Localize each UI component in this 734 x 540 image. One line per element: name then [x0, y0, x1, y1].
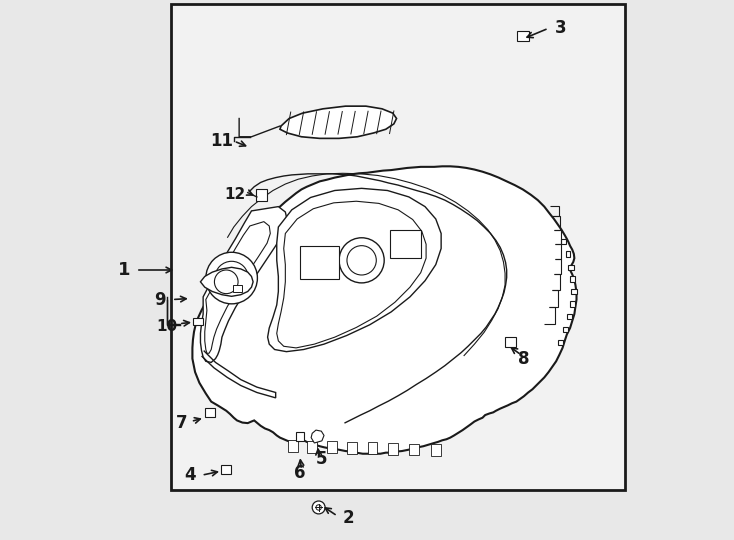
FancyBboxPatch shape [327, 441, 337, 453]
FancyBboxPatch shape [296, 432, 304, 441]
Text: 8: 8 [518, 349, 530, 368]
Polygon shape [562, 239, 566, 244]
FancyBboxPatch shape [194, 318, 203, 325]
Text: 5: 5 [316, 450, 327, 468]
Polygon shape [277, 201, 426, 348]
Polygon shape [563, 327, 568, 332]
Circle shape [215, 261, 248, 295]
Circle shape [214, 270, 238, 294]
Text: 1: 1 [118, 261, 131, 279]
Text: 10: 10 [156, 319, 178, 334]
FancyBboxPatch shape [308, 441, 317, 453]
Text: 3: 3 [555, 19, 566, 37]
Circle shape [312, 501, 325, 514]
FancyBboxPatch shape [206, 408, 215, 417]
Polygon shape [200, 207, 288, 362]
Polygon shape [570, 301, 575, 307]
FancyBboxPatch shape [390, 230, 421, 258]
Circle shape [347, 246, 377, 275]
Polygon shape [311, 430, 324, 443]
FancyBboxPatch shape [505, 337, 516, 347]
Polygon shape [566, 251, 570, 256]
Text: 12: 12 [225, 187, 246, 202]
FancyBboxPatch shape [410, 443, 419, 455]
FancyBboxPatch shape [288, 440, 298, 452]
Text: 6: 6 [294, 464, 305, 482]
Polygon shape [205, 221, 270, 353]
Circle shape [206, 252, 258, 304]
Text: 7: 7 [176, 414, 187, 432]
Polygon shape [571, 289, 576, 294]
Text: 9: 9 [154, 291, 166, 308]
FancyBboxPatch shape [347, 442, 357, 454]
Text: 11: 11 [211, 132, 233, 150]
Text: 4: 4 [184, 466, 195, 484]
FancyBboxPatch shape [255, 190, 266, 201]
Polygon shape [568, 265, 574, 270]
Text: 2: 2 [342, 509, 354, 527]
FancyBboxPatch shape [517, 31, 528, 40]
Polygon shape [280, 106, 396, 138]
FancyBboxPatch shape [388, 443, 398, 455]
Polygon shape [192, 166, 576, 454]
FancyBboxPatch shape [233, 285, 241, 292]
Polygon shape [200, 267, 253, 296]
Circle shape [316, 505, 321, 510]
FancyBboxPatch shape [222, 465, 231, 474]
FancyBboxPatch shape [368, 442, 377, 454]
FancyBboxPatch shape [431, 444, 440, 456]
Circle shape [339, 238, 384, 283]
Polygon shape [268, 188, 441, 352]
Polygon shape [558, 340, 563, 345]
FancyBboxPatch shape [300, 246, 338, 279]
FancyBboxPatch shape [171, 4, 625, 490]
Polygon shape [570, 276, 575, 282]
Polygon shape [567, 314, 573, 320]
